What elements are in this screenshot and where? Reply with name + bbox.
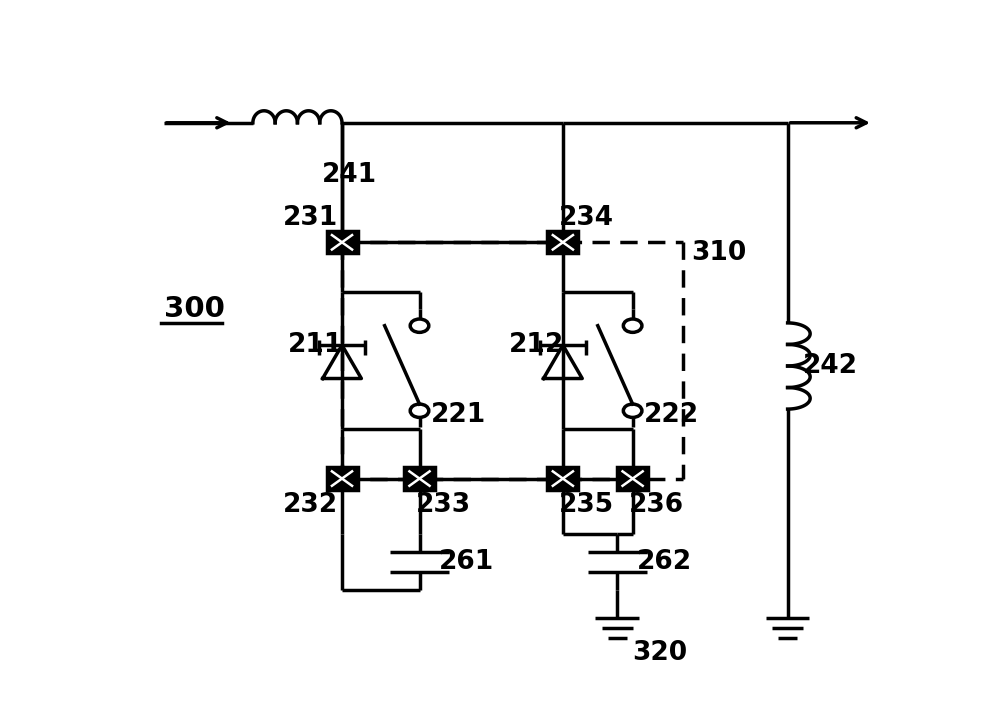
Text: 235: 235	[559, 492, 614, 518]
Text: 234: 234	[559, 205, 614, 231]
Text: 221: 221	[431, 401, 486, 427]
Text: 320: 320	[633, 640, 688, 666]
Bar	[547, 467, 578, 490]
Text: 241: 241	[322, 162, 377, 188]
Bar	[326, 467, 358, 490]
Text: 211: 211	[288, 332, 343, 358]
Text: 236: 236	[629, 492, 684, 518]
Text: 233: 233	[416, 492, 471, 518]
Bar	[617, 467, 648, 490]
Bar	[547, 231, 578, 253]
Text: 231: 231	[283, 205, 338, 231]
Text: 212: 212	[509, 332, 564, 358]
Text: 242: 242	[803, 353, 858, 379]
Text: 232: 232	[283, 492, 338, 518]
Text: 262: 262	[637, 549, 692, 575]
Bar	[326, 231, 358, 253]
Text: 222: 222	[644, 401, 699, 427]
Text: 300: 300	[164, 295, 225, 323]
Text: 310: 310	[691, 240, 746, 266]
Text: 261: 261	[439, 549, 494, 575]
Bar	[404, 467, 435, 490]
